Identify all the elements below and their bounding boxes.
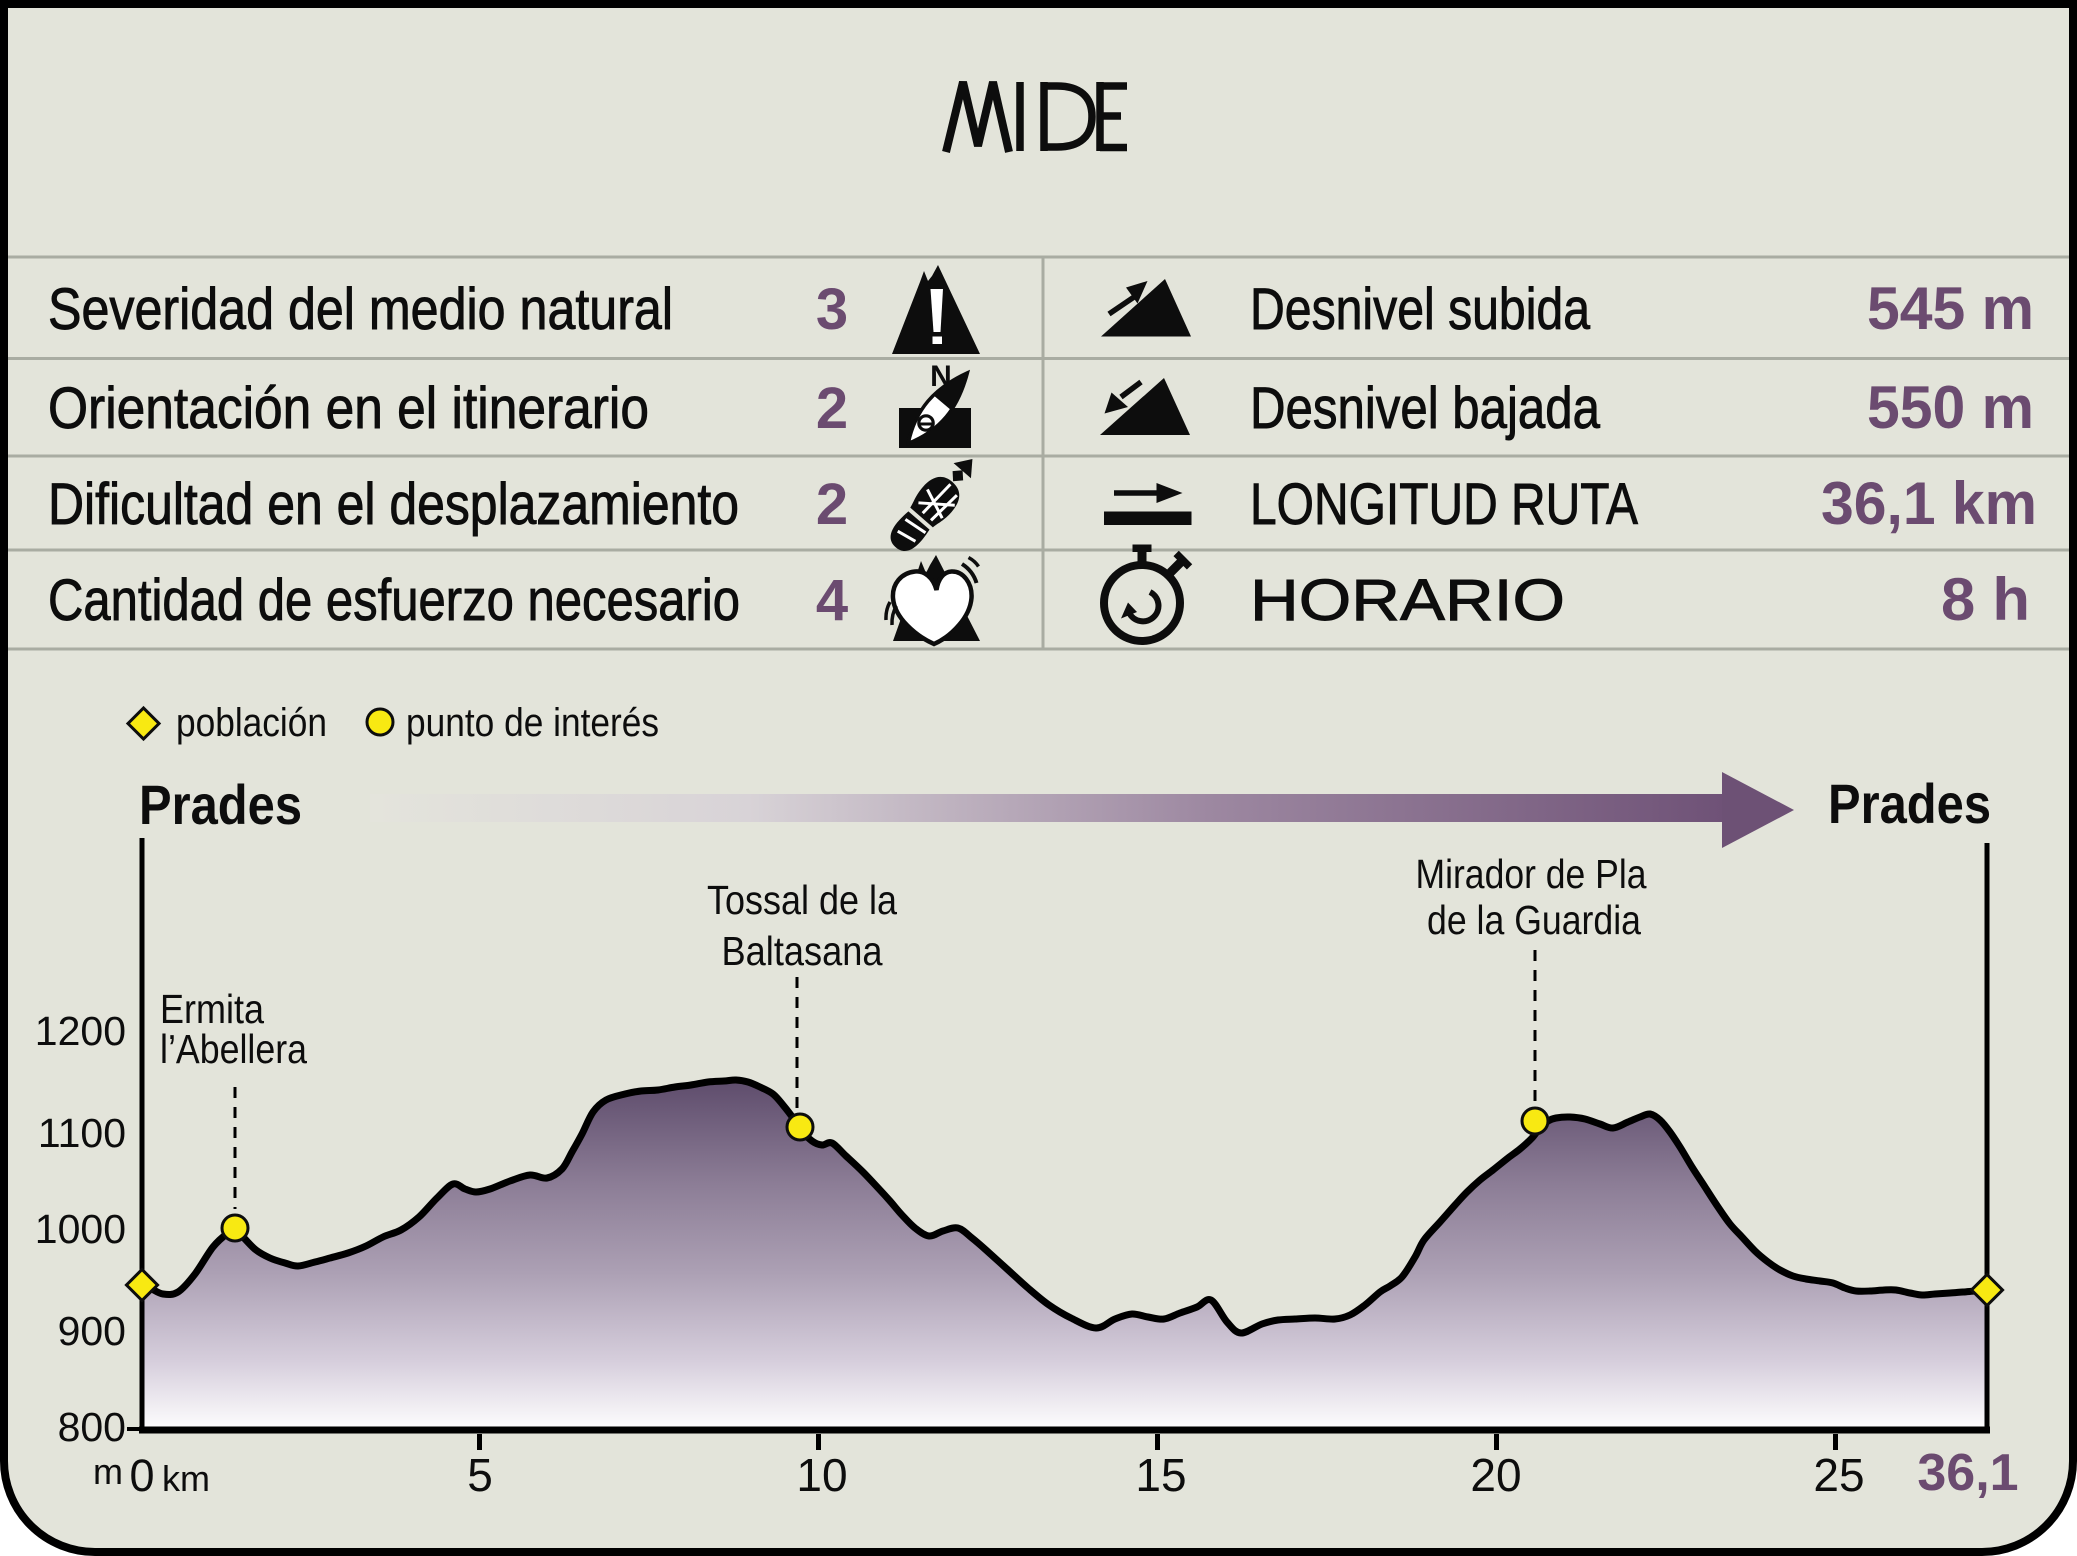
svg-text:punto de interés: punto de interés [406, 701, 659, 745]
svg-text:25: 25 [1813, 1449, 1864, 1501]
svg-text:Ermita: Ermita [160, 986, 264, 1032]
svg-text:800: 800 [58, 1404, 126, 1450]
svg-text:2: 2 [816, 472, 848, 537]
svg-text:Orientación en el itinerario: Orientación en el itinerario [48, 376, 649, 441]
svg-text:LONGITUD RUTA: LONGITUD RUTA [1250, 472, 1638, 537]
svg-text:Desnivel bajada: Desnivel bajada [1250, 376, 1601, 441]
svg-text:36,1 km: 36,1 km [1821, 470, 2037, 537]
svg-text:Baltasana: Baltasana [722, 928, 883, 974]
svg-text:Desnivel subida: Desnivel subida [1250, 277, 1591, 342]
svg-text:Mirador de Pla: Mirador de Pla [1416, 851, 1647, 897]
svg-text:550 m: 550 m [1867, 374, 2034, 441]
svg-text:1100: 1100 [38, 1110, 126, 1156]
svg-text:8 h: 8 h [1941, 566, 2030, 633]
svg-text:l’Abellera: l’Abellera [160, 1026, 307, 1072]
svg-text:5: 5 [467, 1449, 493, 1501]
svg-text:m: m [93, 1451, 123, 1492]
svg-text:36,1: 36,1 [1917, 1444, 2018, 1502]
svg-text:0: 0 [129, 1450, 154, 1501]
svg-text:Tossal de la: Tossal de la [707, 877, 897, 923]
svg-text:HORARIO: HORARIO [1250, 568, 1565, 633]
svg-text:3: 3 [816, 277, 848, 342]
svg-text:4: 4 [816, 568, 848, 633]
svg-text:2: 2 [816, 376, 848, 441]
svg-text:Severidad del medio natural: Severidad del medio natural [48, 277, 673, 342]
svg-text:población: población [176, 701, 327, 745]
svg-text:1200: 1200 [35, 1008, 126, 1054]
svg-text:10: 10 [796, 1449, 847, 1501]
svg-text:km: km [162, 1458, 210, 1499]
svg-text:Dificultad en el desplazamient: Dificultad en el desplazamiento [48, 472, 739, 537]
svg-text:15: 15 [1135, 1449, 1186, 1501]
svg-text:900: 900 [58, 1308, 126, 1354]
svg-text:Prades: Prades [1828, 772, 1991, 835]
svg-text:Cantidad de esfuerzo necesario: Cantidad de esfuerzo necesario [48, 568, 740, 633]
svg-text:de la Guardia: de la Guardia [1427, 897, 1641, 943]
svg-text:Prades: Prades [139, 773, 302, 836]
svg-text:20: 20 [1470, 1449, 1521, 1501]
svg-text:545 m: 545 m [1867, 275, 2034, 342]
svg-text:1000: 1000 [35, 1206, 126, 1252]
